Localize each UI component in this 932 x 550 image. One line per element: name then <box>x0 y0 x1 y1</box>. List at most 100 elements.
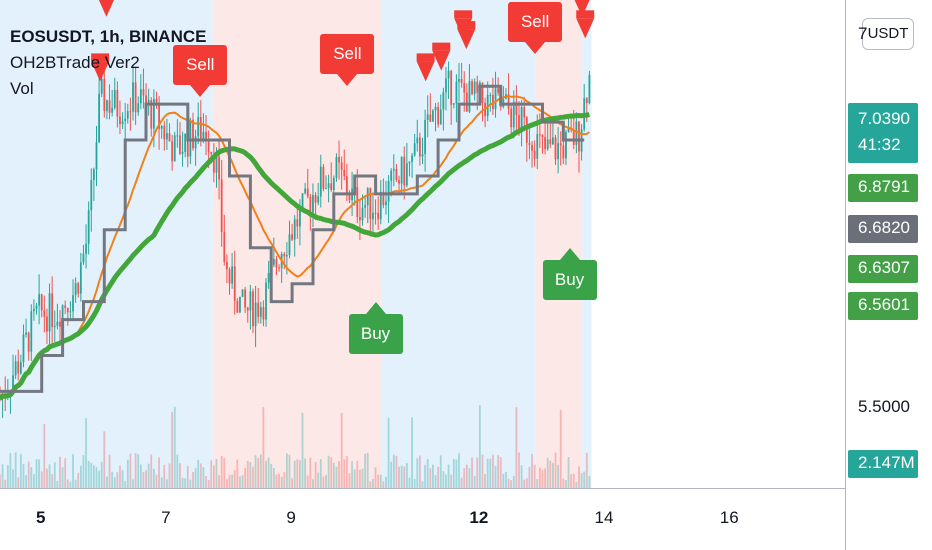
price-axis-tick: 5.5000 <box>858 397 910 416</box>
volume-bar <box>119 465 121 488</box>
volume-bar <box>244 467 247 488</box>
volume-bar <box>343 459 346 488</box>
volume-bar <box>437 466 440 488</box>
volume-indicator-name[interactable]: Vol <box>10 79 34 98</box>
ma-price-tag-1: 6.8791 <box>848 174 918 202</box>
buy-signal-pointer <box>559 247 580 260</box>
volume-bar <box>236 459 239 488</box>
volume-bar <box>377 474 380 488</box>
volume-bar <box>85 418 87 488</box>
volume-bar <box>106 476 108 488</box>
volume-bar <box>465 464 468 488</box>
volume-bar <box>98 470 101 488</box>
volume-bar <box>166 479 168 488</box>
volume-bar <box>549 460 552 488</box>
candle-body <box>59 321 61 327</box>
volume-bar <box>212 465 215 488</box>
candle-body <box>359 216 361 221</box>
candle-body <box>552 137 554 145</box>
candle-body <box>408 161 411 164</box>
candle-body <box>512 101 515 128</box>
candle-body <box>220 179 223 232</box>
sell-signal-label: Sell <box>173 44 228 85</box>
symbol-title[interactable]: EOSUSDT, 1h, BINANCE <box>10 27 207 46</box>
sell-arrow-marker <box>98 0 114 17</box>
volume-bar <box>152 468 155 488</box>
volume-bar <box>306 475 309 488</box>
volume-bar <box>432 464 434 488</box>
candle-body <box>275 259 278 268</box>
candle-body <box>400 156 403 184</box>
candle-body <box>192 119 194 149</box>
volume-bar <box>150 454 153 488</box>
candle-body <box>111 107 114 113</box>
buy-signal-label: Buy <box>542 259 597 300</box>
candle-body <box>119 116 121 125</box>
candle-body <box>421 154 424 157</box>
volume-bar <box>366 452 369 488</box>
candle-body <box>179 135 181 154</box>
candle-body <box>176 135 179 137</box>
volume-bar <box>207 479 210 488</box>
candle-body <box>296 219 299 227</box>
volume-bar <box>40 471 43 488</box>
volume-bar <box>257 458 260 488</box>
volume-bar <box>225 479 228 488</box>
candle-body <box>121 120 124 125</box>
volume-bar <box>90 462 93 488</box>
volume-bar <box>421 481 424 488</box>
volume-bar <box>531 454 533 488</box>
volume-bar <box>265 460 267 488</box>
volume-bar <box>520 465 523 488</box>
candle-body <box>186 133 189 157</box>
buy-signal: Buy <box>348 301 403 354</box>
volume-bar <box>403 466 406 488</box>
volume-bar <box>481 454 484 488</box>
volume-bar <box>27 461 30 488</box>
volume-bar <box>434 474 437 488</box>
candle-body <box>155 99 158 104</box>
bar-countdown: 41:32 <box>858 135 901 154</box>
sell-arrow-marker <box>91 61 110 82</box>
volume-bar <box>416 458 419 488</box>
volume-bar <box>199 463 202 488</box>
candle-body <box>510 108 513 128</box>
candle-body <box>382 191 385 206</box>
candle-body <box>272 259 275 265</box>
indicator-name[interactable]: OH2BTrade Ver2 <box>10 53 140 72</box>
volume-bar <box>304 458 307 488</box>
candle-body <box>51 293 54 327</box>
volume-bar <box>340 412 343 488</box>
volume-bar <box>533 464 536 488</box>
candle-body <box>364 205 367 208</box>
candle-body <box>124 118 127 121</box>
volume-bar <box>35 459 38 488</box>
candle-body <box>369 187 372 220</box>
volume-bar <box>335 466 338 488</box>
candle-body <box>53 325 56 327</box>
volume-bar <box>239 476 241 488</box>
candle-body <box>413 143 416 156</box>
volume-bar <box>173 406 176 488</box>
volume-bar <box>22 463 25 488</box>
volume-bar <box>588 475 591 488</box>
volume-bar <box>390 461 393 488</box>
candle-body <box>330 183 333 190</box>
candle-body <box>239 296 241 313</box>
volume-bar <box>572 473 575 488</box>
volume-bar <box>327 455 330 488</box>
volume-bar <box>387 417 390 488</box>
volume-bar <box>523 479 526 488</box>
volume-bar <box>267 457 270 488</box>
candle-body <box>129 111 132 113</box>
volume-bar <box>458 453 460 488</box>
currency-unit-button[interactable]: USDT <box>862 18 914 50</box>
volume-bar <box>489 458 492 488</box>
candle-body <box>184 133 187 152</box>
volume-bar <box>132 479 134 488</box>
sell-arrow-marker <box>432 42 451 51</box>
volume-bar <box>567 457 570 488</box>
volume-bar <box>578 466 580 488</box>
candle-body <box>439 109 442 125</box>
candle-body <box>283 253 286 257</box>
